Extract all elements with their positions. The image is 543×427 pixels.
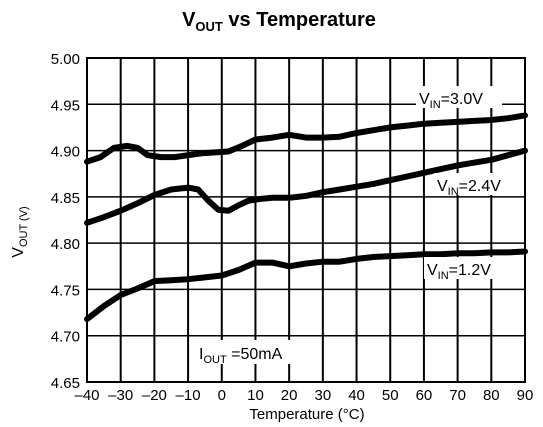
y-tick-label: 4.75 — [51, 282, 80, 299]
x-tick-label: 20 — [281, 387, 298, 404]
y-tick-labels: 4.65 4.70 4.75 4.80 4.85 4.90 4.95 5.00 — [51, 51, 80, 392]
y-axis-label-main: V — [10, 247, 27, 258]
y-tick-label: 4.90 — [51, 144, 80, 161]
y-axis-label-unit: (V) — [18, 206, 30, 224]
y-tick-label: 4.95 — [51, 97, 80, 114]
x-tick-label: 10 — [247, 387, 264, 404]
x-tick-label: 60 — [416, 387, 433, 404]
series-line-vin-2-4 — [84, 147, 528, 226]
series-lines — [84, 112, 528, 323]
x-tick-label: –30 — [108, 387, 133, 404]
y-tick-label: 5.00 — [51, 51, 80, 68]
y-tick-label: 4.65 — [51, 375, 80, 392]
series-label-vin-1-2: VIN=1.2V — [427, 262, 491, 282]
x-tick-label: 40 — [348, 387, 365, 404]
series-label-vin-2-4: VIN=2.4V — [437, 178, 501, 198]
series-line-vin-1-2 — [84, 248, 528, 323]
y-axis-label-sub: OUT — [18, 224, 30, 248]
x-tick-labels: –40 –30 –20 –10 0 10 20 30 40 50 60 70 80 90 — [74, 387, 533, 404]
x-tick-label: 90 — [517, 387, 534, 404]
x-axis-label: Temperature (°C) — [249, 406, 364, 423]
plot-frame — [86, 57, 526, 383]
series-label-vin-3-0: VIN=3.0V — [419, 91, 483, 111]
y-axis-label: VOUT (V) — [10, 206, 30, 257]
y-tick-label: 4.70 — [51, 329, 80, 346]
chart-title-main: V — [182, 9, 196, 31]
x-tick-label: –40 — [74, 387, 99, 404]
y-tick-label: 4.80 — [51, 236, 80, 253]
x-tick-label: 50 — [382, 387, 399, 404]
x-tick-label: 0 — [218, 387, 226, 404]
series-labels: VIN=3.0V VIN=2.4V VIN=1.2V IOUT =50mA — [196, 86, 520, 366]
x-tick-label: 70 — [449, 387, 466, 404]
y-tick-label: 4.85 — [51, 190, 80, 207]
x-tick-label: –20 — [142, 387, 167, 404]
chart-title: VOUT vs Temperature — [182, 9, 376, 34]
x-tick-label: 80 — [483, 387, 500, 404]
series-line-vin-3-0 — [84, 112, 528, 165]
chart-title-sub: OUT — [195, 19, 223, 34]
x-tick-label: –10 — [176, 387, 201, 404]
x-tick-label: 30 — [315, 387, 332, 404]
iout-annotation: IOUT =50mA — [199, 346, 283, 366]
chart-title-rest: vs Temperature — [223, 9, 376, 31]
